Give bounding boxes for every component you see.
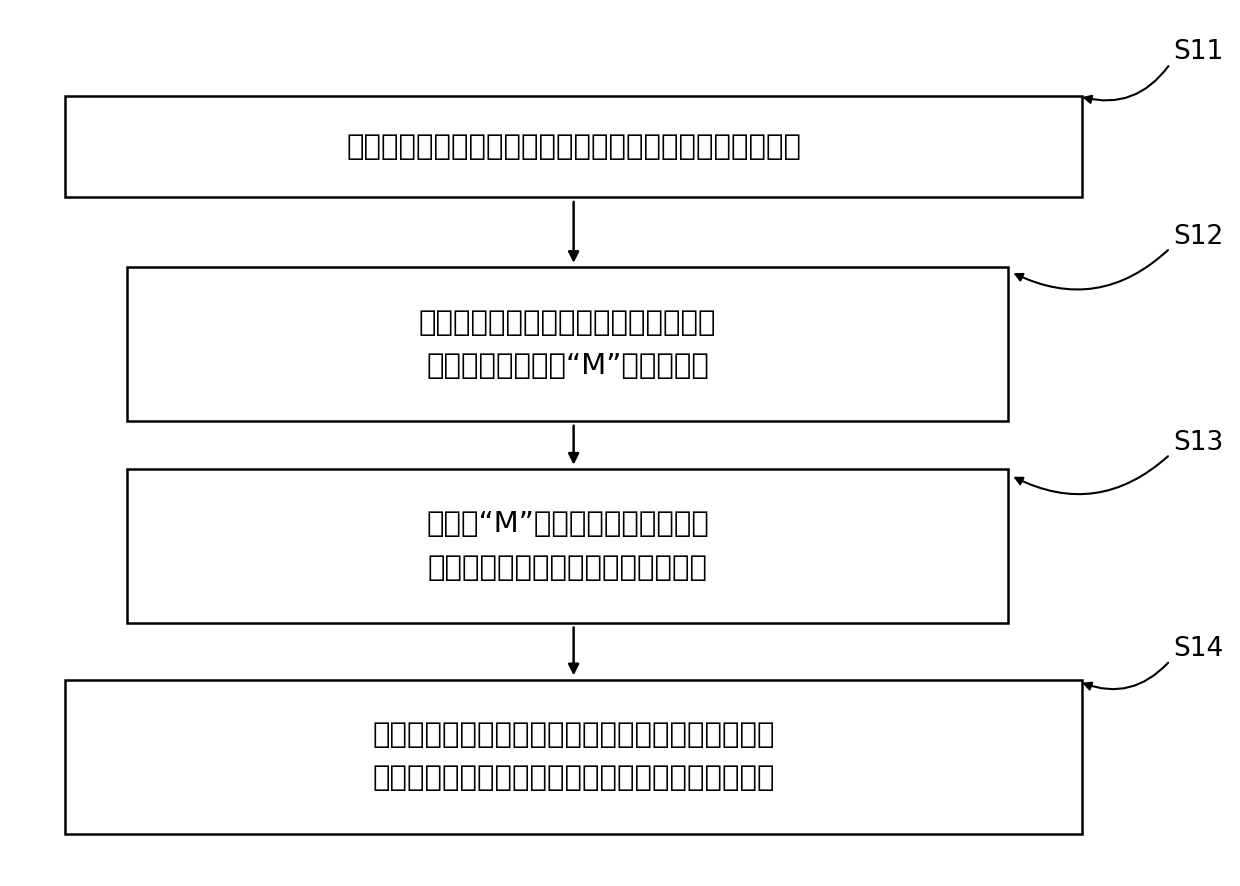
Text: S11: S11 (1174, 40, 1224, 66)
Text: S12: S12 (1174, 224, 1224, 250)
Text: 将平顶光斌进行聚焦处理并形成能量平顶分布，然后
由具有能量平顶分布的平顶光斌对凹槽进行再次刻蚀: 将平顶光斌进行聚焦处理并形成能量平顶分布，然后 由具有能量平顶分布的平顶光斌对凹… (372, 721, 775, 792)
FancyBboxPatch shape (66, 97, 1081, 198)
Text: 将平顶光斌进行离焦处理并形成边缘能
量大于中间能量的“M”形能量分布: 将平顶光斌进行离焦处理并形成边缘能 量大于中间能量的“M”形能量分布 (419, 308, 717, 380)
Text: 将激光光束经整形处理后在所述预定切割道上形成平顶光斌: 将激光光束经整形处理后在所述预定切割道上形成平顶光斌 (346, 133, 801, 160)
Text: S14: S14 (1174, 636, 1224, 662)
FancyBboxPatch shape (126, 268, 1008, 421)
Text: 由具有“M”形能量分布的平顶光斌
对所述预定切割道进行刻蚀形成凹槽: 由具有“M”形能量分布的平顶光斌 对所述预定切割道进行刻蚀形成凹槽 (427, 510, 709, 582)
FancyBboxPatch shape (66, 680, 1081, 834)
Text: S13: S13 (1174, 430, 1224, 456)
FancyBboxPatch shape (126, 470, 1008, 623)
